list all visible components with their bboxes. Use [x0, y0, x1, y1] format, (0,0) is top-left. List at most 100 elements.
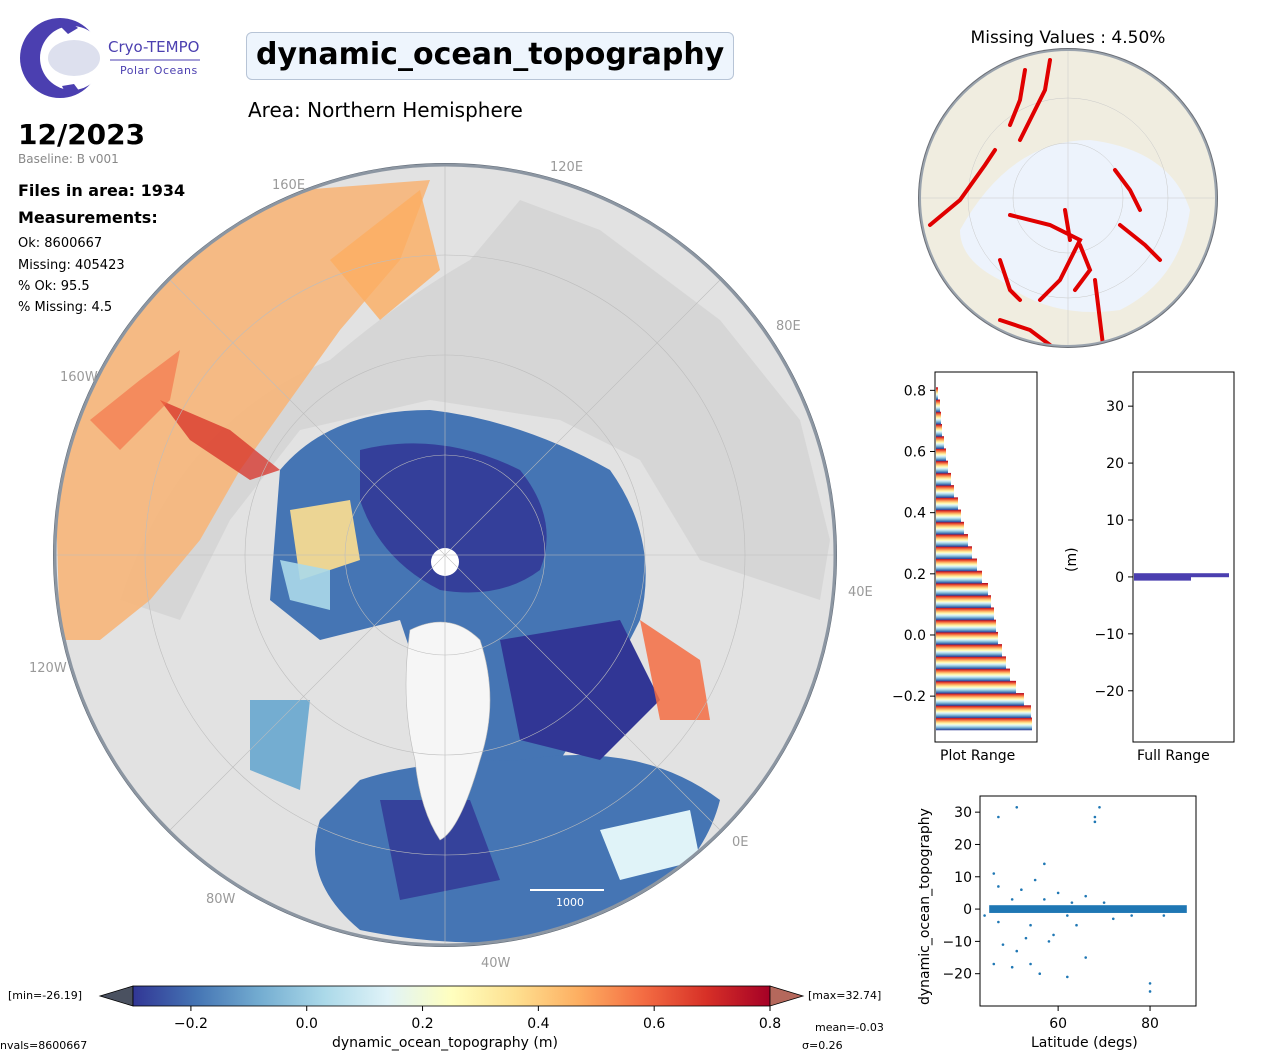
colorbar-ticks: −0.2 0.0 0.2 0.4 0.6 0.8 [174, 1006, 781, 1032]
scatter-point [1056, 891, 1060, 895]
hist2-ylabel: (m) [1064, 547, 1080, 572]
missing-values-marks [928, 58, 1162, 346]
scatter-point [997, 920, 1000, 924]
colorbar-max-extend [769, 985, 805, 1007]
hist2-yticks: 30 20 10 0 −10 −20 [1094, 399, 1133, 700]
mean-label: mean=-0.03 [815, 1021, 884, 1034]
scatter-ytick-label: 30 [954, 805, 972, 821]
colorbar: −0.2 0.0 0.2 0.4 0.6 0.8 [98, 985, 805, 1032]
hist1-bar [936, 668, 1010, 682]
scatter-point [1162, 914, 1166, 917]
scatter-point [1043, 862, 1046, 866]
scatter-point [983, 914, 986, 917]
scatter-point [992, 872, 996, 875]
variable-title: dynamic_ocean_topography [246, 32, 735, 80]
scatter-xtick-label: 60 [1049, 1016, 1067, 1032]
hist1-bar [936, 485, 954, 498]
hist1-bar [936, 509, 961, 523]
hist1-bar [936, 570, 982, 584]
colorbar-tick-label: 0.0 [296, 1016, 318, 1032]
lon-label-120w: 120W [29, 661, 67, 676]
hist1-bar [936, 644, 1002, 657]
scatter-point [1015, 949, 1019, 953]
scatter-point [1098, 806, 1101, 809]
hist2-ytick-label: 10 [1106, 513, 1124, 529]
scatter-point [1010, 965, 1014, 969]
hist1-ytick-label: 0.8 [904, 383, 926, 399]
logo-subtitle: Polar Oceans [120, 64, 198, 77]
hist1-bar [936, 521, 964, 535]
hist1-bar [936, 460, 948, 474]
histogram-plot-range: −0.2 0.0 0.2 0.4 0.6 0.8 [892, 371, 1038, 743]
scatter-ytick-label: −10 [942, 934, 972, 950]
hist1-bar [936, 399, 940, 413]
hist2-bar [1134, 573, 1229, 578]
hist1-xlabel: Plot Range [940, 748, 1016, 764]
scatter-ytick-label: −20 [942, 967, 972, 983]
colorbar-min-extend [98, 985, 134, 1007]
scatter-band-rect [989, 905, 1187, 913]
scatter-dense-band [989, 905, 1187, 913]
scatter-point [1052, 933, 1055, 937]
lon-label-40e: 40E [848, 585, 873, 600]
scatter-point [1038, 972, 1042, 975]
land-relief [120, 200, 830, 620]
lon-label-0e: 0E [732, 835, 749, 850]
hist1-bar [936, 607, 994, 621]
hist1-bar [936, 619, 996, 633]
missing-values-title: Missing Values : 4.50% [970, 28, 1166, 48]
hist2-xlabel: Full Range [1137, 748, 1210, 764]
hist1-yticks: −0.2 0.0 0.2 0.4 0.6 0.8 [892, 383, 935, 705]
hist1-bar [936, 582, 988, 596]
hist1-bar [936, 693, 1024, 706]
lon-label-120e: 120E [550, 160, 584, 175]
scatter-point [1148, 990, 1152, 993]
hist1-bar [936, 534, 968, 547]
hist1-ytick-label: 0.2 [904, 567, 926, 583]
hist1-bar [936, 472, 951, 486]
colorbar-tick-label: 0.8 [759, 1016, 781, 1032]
scatter-point [1130, 914, 1133, 917]
date-label: 12/2023 [18, 118, 146, 151]
hist2-ytick-label: 0 [1115, 570, 1124, 586]
hist2-ytick-label: 20 [1106, 456, 1124, 472]
scatter-point [1066, 975, 1069, 979]
main-polar-map [53, 163, 837, 947]
hist1-bar [936, 448, 946, 462]
scatter-point [1102, 901, 1106, 904]
stat-pct-ok: % Ok: 95.5 [18, 279, 90, 294]
scatter-point [1015, 806, 1019, 809]
hist2-ytick-label: −10 [1094, 627, 1124, 643]
graticule [55, 165, 835, 945]
hist1-bars [936, 387, 1032, 731]
greenland [405, 621, 491, 841]
scatter-latitude-plot: 60 80 30 20 10 0 −10 −20 [942, 795, 1197, 1032]
scatter-point [1001, 943, 1005, 946]
scatter-ylabel: dynamic_ocean_topography [917, 808, 933, 1005]
missing-values-map [918, 48, 1218, 348]
scatter-point [1084, 894, 1088, 898]
scatter-point [1075, 923, 1078, 927]
hist1-bar [936, 423, 942, 437]
lon-label-160w: 160W [60, 370, 98, 385]
colorbar-max-label: [max=32.74] [808, 989, 882, 1002]
scatter-point [997, 885, 1000, 888]
hist1-ytick-label: −0.2 [892, 689, 926, 705]
colorbar-label: dynamic_ocean_topography (m) [332, 1035, 558, 1051]
scatter-xtick-label: 80 [1141, 1016, 1159, 1032]
logo-title: Cryo-TEMPO [108, 38, 200, 56]
hist1-bar [936, 558, 977, 572]
stat-pct-missing: % Missing: 4.5 [18, 300, 113, 315]
colorbar-tick-label: −0.2 [174, 1016, 208, 1032]
scatter-point [992, 962, 996, 966]
lon-label-40w: 40W [481, 956, 511, 971]
nvals-label: nvals=8600667 [0, 1039, 88, 1052]
scatter-point [1047, 940, 1051, 943]
colorbar-strip [132, 985, 771, 1007]
hist1-bar [936, 656, 1006, 670]
colorbar-tick-label: 0.6 [643, 1016, 665, 1032]
scatter-point [1029, 923, 1032, 927]
scatter-point [1024, 936, 1028, 940]
hist1-bar [936, 497, 958, 511]
